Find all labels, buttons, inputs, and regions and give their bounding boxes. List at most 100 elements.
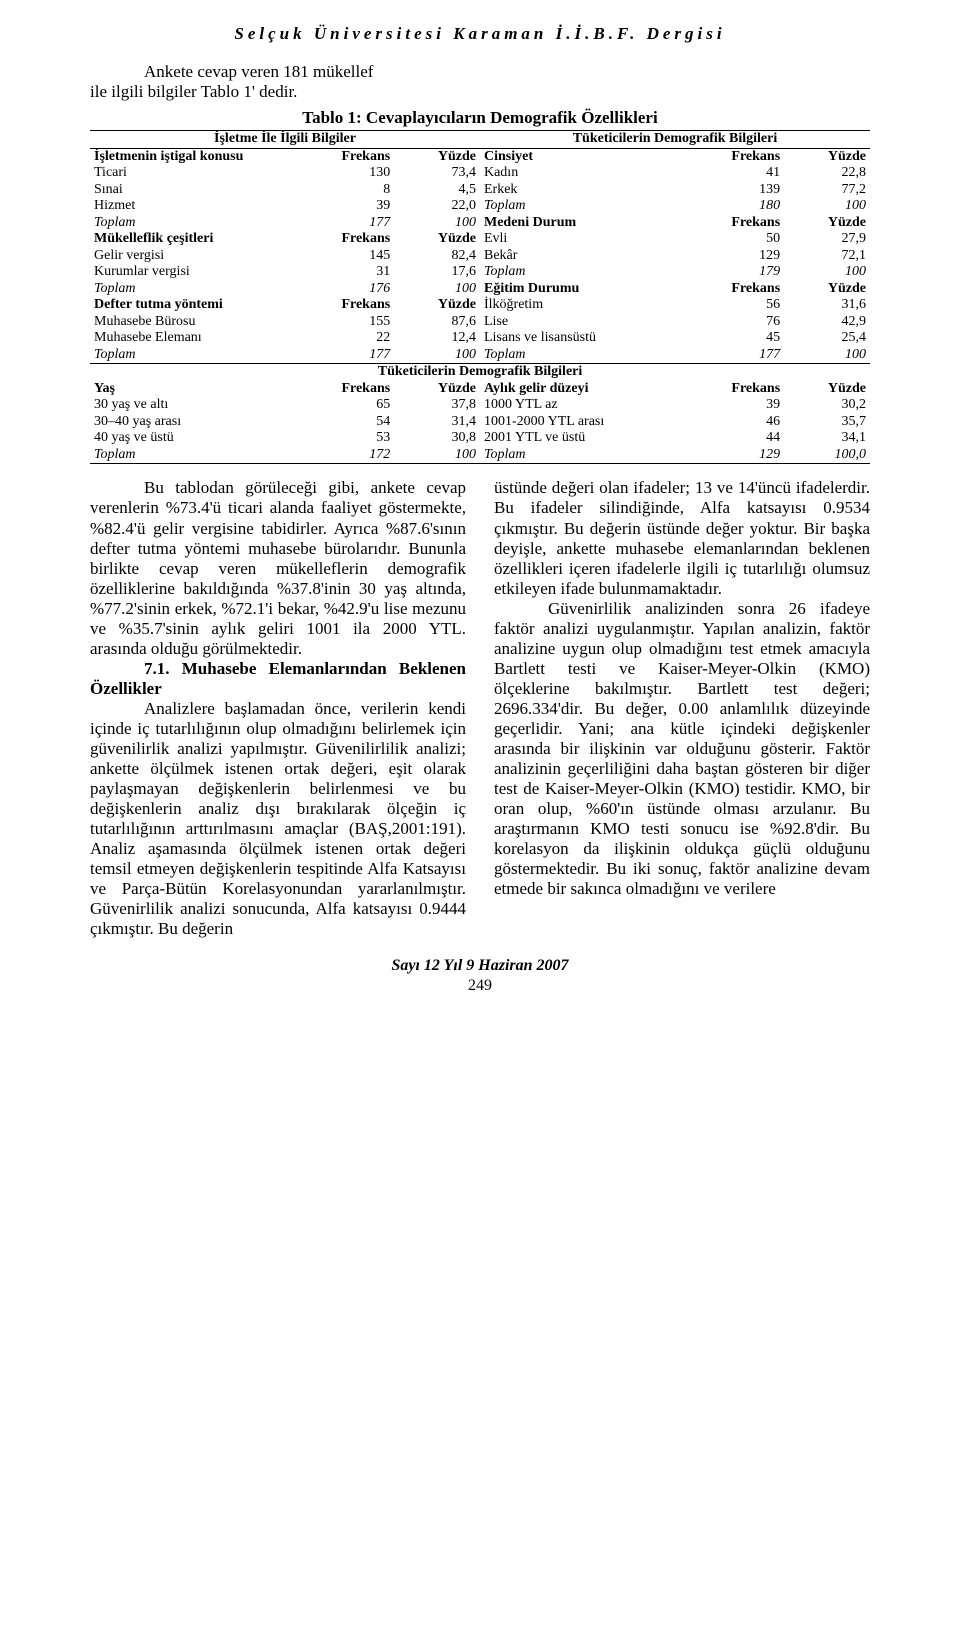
table-cell: Cinsiyet xyxy=(480,148,698,165)
table-row: Tüketicilerin Demografik Bilgileri xyxy=(90,364,870,381)
table-cell: 4,5 xyxy=(394,182,480,199)
table-cell: 31 xyxy=(308,264,394,281)
table-cell: 100 xyxy=(394,347,480,364)
table-cell: 77,2 xyxy=(784,182,870,199)
table-cell: Frekans xyxy=(308,231,394,248)
table-cell: 130 xyxy=(308,165,394,182)
intro-line1: Ankete cevap veren 181 mükellef xyxy=(90,62,870,82)
table-cell: 39 xyxy=(698,397,784,414)
footer-page-number: 249 xyxy=(90,977,870,995)
table-cell: Mükelleflik çeşitleri xyxy=(90,231,308,248)
table-cell: 41 xyxy=(698,165,784,182)
table-cell: Yüzde xyxy=(394,148,480,165)
table-cell: 180 xyxy=(698,198,784,215)
table-cell: 179 xyxy=(698,264,784,281)
table-cell: Kurumlar vergisi xyxy=(90,264,308,281)
table-cell: Frekans xyxy=(698,381,784,398)
table-cell: 27,9 xyxy=(784,231,870,248)
table-cell: 25,4 xyxy=(784,330,870,347)
body-column-left: Bu tablodan görüleceği gibi, ankete ceva… xyxy=(90,478,466,939)
table-cell: Frekans xyxy=(698,281,784,298)
table-row: Toplam177100Medeni DurumFrekansYüzde xyxy=(90,215,870,232)
table-cell: Eğitim Durumu xyxy=(480,281,698,298)
table-cell: Medeni Durum xyxy=(480,215,698,232)
table-row: İşletmenin iştigal konusuFrekansYüzdeCin… xyxy=(90,148,870,165)
table-cell: 40 yaş ve üstü xyxy=(90,430,308,447)
table-cell: Frekans xyxy=(308,381,394,398)
table-cell: Yüzde xyxy=(394,231,480,248)
body-paragraph: Analizlere başlamadan önce, verilerin ke… xyxy=(90,699,466,940)
table-cell: İlköğretim xyxy=(480,297,698,314)
table-row: Muhasebe Elemanı2212,4Lisans ve lisansüs… xyxy=(90,330,870,347)
table-row: Mükelleflik çeşitleriFrekansYüzdeEvli502… xyxy=(90,231,870,248)
table-cell: 34,1 xyxy=(784,430,870,447)
table-cell: 129 xyxy=(698,447,784,464)
table-cell: Frekans xyxy=(308,297,394,314)
table-cell: 76 xyxy=(698,314,784,331)
table-cell: Hizmet xyxy=(90,198,308,215)
table-cell: 2001 YTL ve üstü xyxy=(480,430,698,447)
table-cell: 30 yaş ve altı xyxy=(90,397,308,414)
running-head: Selçuk Üniversitesi Karaman İ.İ.B.F. Der… xyxy=(90,24,870,44)
table-cell: 30–40 yaş arası xyxy=(90,414,308,431)
table-cell: Muhasebe Bürosu xyxy=(90,314,308,331)
table-cell: İşletme İle İlgili Bilgiler xyxy=(90,131,480,149)
table-cell: Yaş xyxy=(90,381,308,398)
table-cell: 100,0 xyxy=(784,447,870,464)
table-caption: Tablo 1: Cevaplayıcıların Demografik Öze… xyxy=(90,108,870,128)
table-cell: 177 xyxy=(698,347,784,364)
table-cell: 39 xyxy=(308,198,394,215)
table-cell: 87,6 xyxy=(394,314,480,331)
table-cell: Lisans ve lisansüstü xyxy=(480,330,698,347)
table-cell: Kadın xyxy=(480,165,698,182)
table-cell: Yüzde xyxy=(784,281,870,298)
table-row: Toplam177100Toplam177100 xyxy=(90,347,870,364)
table-cell: İşletmenin iştigal konusu xyxy=(90,148,308,165)
table-cell: Aylık gelir düzeyi xyxy=(480,381,698,398)
table-cell: 8 xyxy=(308,182,394,199)
table-cell: 100 xyxy=(394,281,480,298)
table-row: YaşFrekansYüzdeAylık gelir düzeyiFrekans… xyxy=(90,381,870,398)
table-cell: Toplam xyxy=(90,447,308,464)
table-cell: Yüzde xyxy=(394,297,480,314)
table-cell: 22 xyxy=(308,330,394,347)
intro-paragraph: Ankete cevap veren 181 mükellef ile ilgi… xyxy=(90,62,870,102)
table-row: İşletme İle İlgili BilgilerTüketicilerin… xyxy=(90,131,870,149)
table-cell: 176 xyxy=(308,281,394,298)
table-cell: 44 xyxy=(698,430,784,447)
body-paragraph: Güvenirlilik analizinden sonra 26 ifadey… xyxy=(494,599,870,900)
table-row: Ticari13073,4Kadın4122,8 xyxy=(90,165,870,182)
table-row: Kurumlar vergisi3117,6Toplam179100 xyxy=(90,264,870,281)
table-cell: 46 xyxy=(698,414,784,431)
table-cell: Tüketicilerin Demografik Bilgileri xyxy=(90,364,870,381)
table-cell: 1001-2000 YTL arası xyxy=(480,414,698,431)
table-cell: 53 xyxy=(308,430,394,447)
section-subhead: 7.1. Muhasebe Elemanlarından Beklenen Öz… xyxy=(90,659,466,699)
table-cell: Yüzde xyxy=(784,215,870,232)
table-cell: 177 xyxy=(308,215,394,232)
intro-line2: ile ilgili bilgiler Tablo 1' dedir. xyxy=(90,82,870,102)
table-cell: 50 xyxy=(698,231,784,248)
table-cell: 54 xyxy=(308,414,394,431)
table-row: 40 yaş ve üstü5330,82001 YTL ve üstü4434… xyxy=(90,430,870,447)
table-cell: 37,8 xyxy=(394,397,480,414)
table-cell: 155 xyxy=(308,314,394,331)
table-cell: 139 xyxy=(698,182,784,199)
table-cell: Ticari xyxy=(90,165,308,182)
table-cell: Evli xyxy=(480,231,698,248)
table-row: Toplam176100Eğitim DurumuFrekansYüzde xyxy=(90,281,870,298)
table-cell: Tüketicilerin Demografik Bilgileri xyxy=(480,131,870,149)
table-cell: 1000 YTL az xyxy=(480,397,698,414)
page: Selçuk Üniversitesi Karaman İ.İ.B.F. Der… xyxy=(0,0,960,1035)
table-row: Gelir vergisi14582,4Bekâr12972,1 xyxy=(90,248,870,265)
body-column-right: üstünde değeri olan ifadeler; 13 ve 14'ü… xyxy=(494,478,870,939)
table-cell: Defter tutma yöntemi xyxy=(90,297,308,314)
table-cell: 30,8 xyxy=(394,430,480,447)
table-cell: Toplam xyxy=(90,281,308,298)
table-cell: 129 xyxy=(698,248,784,265)
table-cell: 172 xyxy=(308,447,394,464)
table-cell: 100 xyxy=(784,264,870,281)
table-cell: Toplam xyxy=(90,215,308,232)
table-cell: Frekans xyxy=(308,148,394,165)
table-cell: Toplam xyxy=(480,198,698,215)
